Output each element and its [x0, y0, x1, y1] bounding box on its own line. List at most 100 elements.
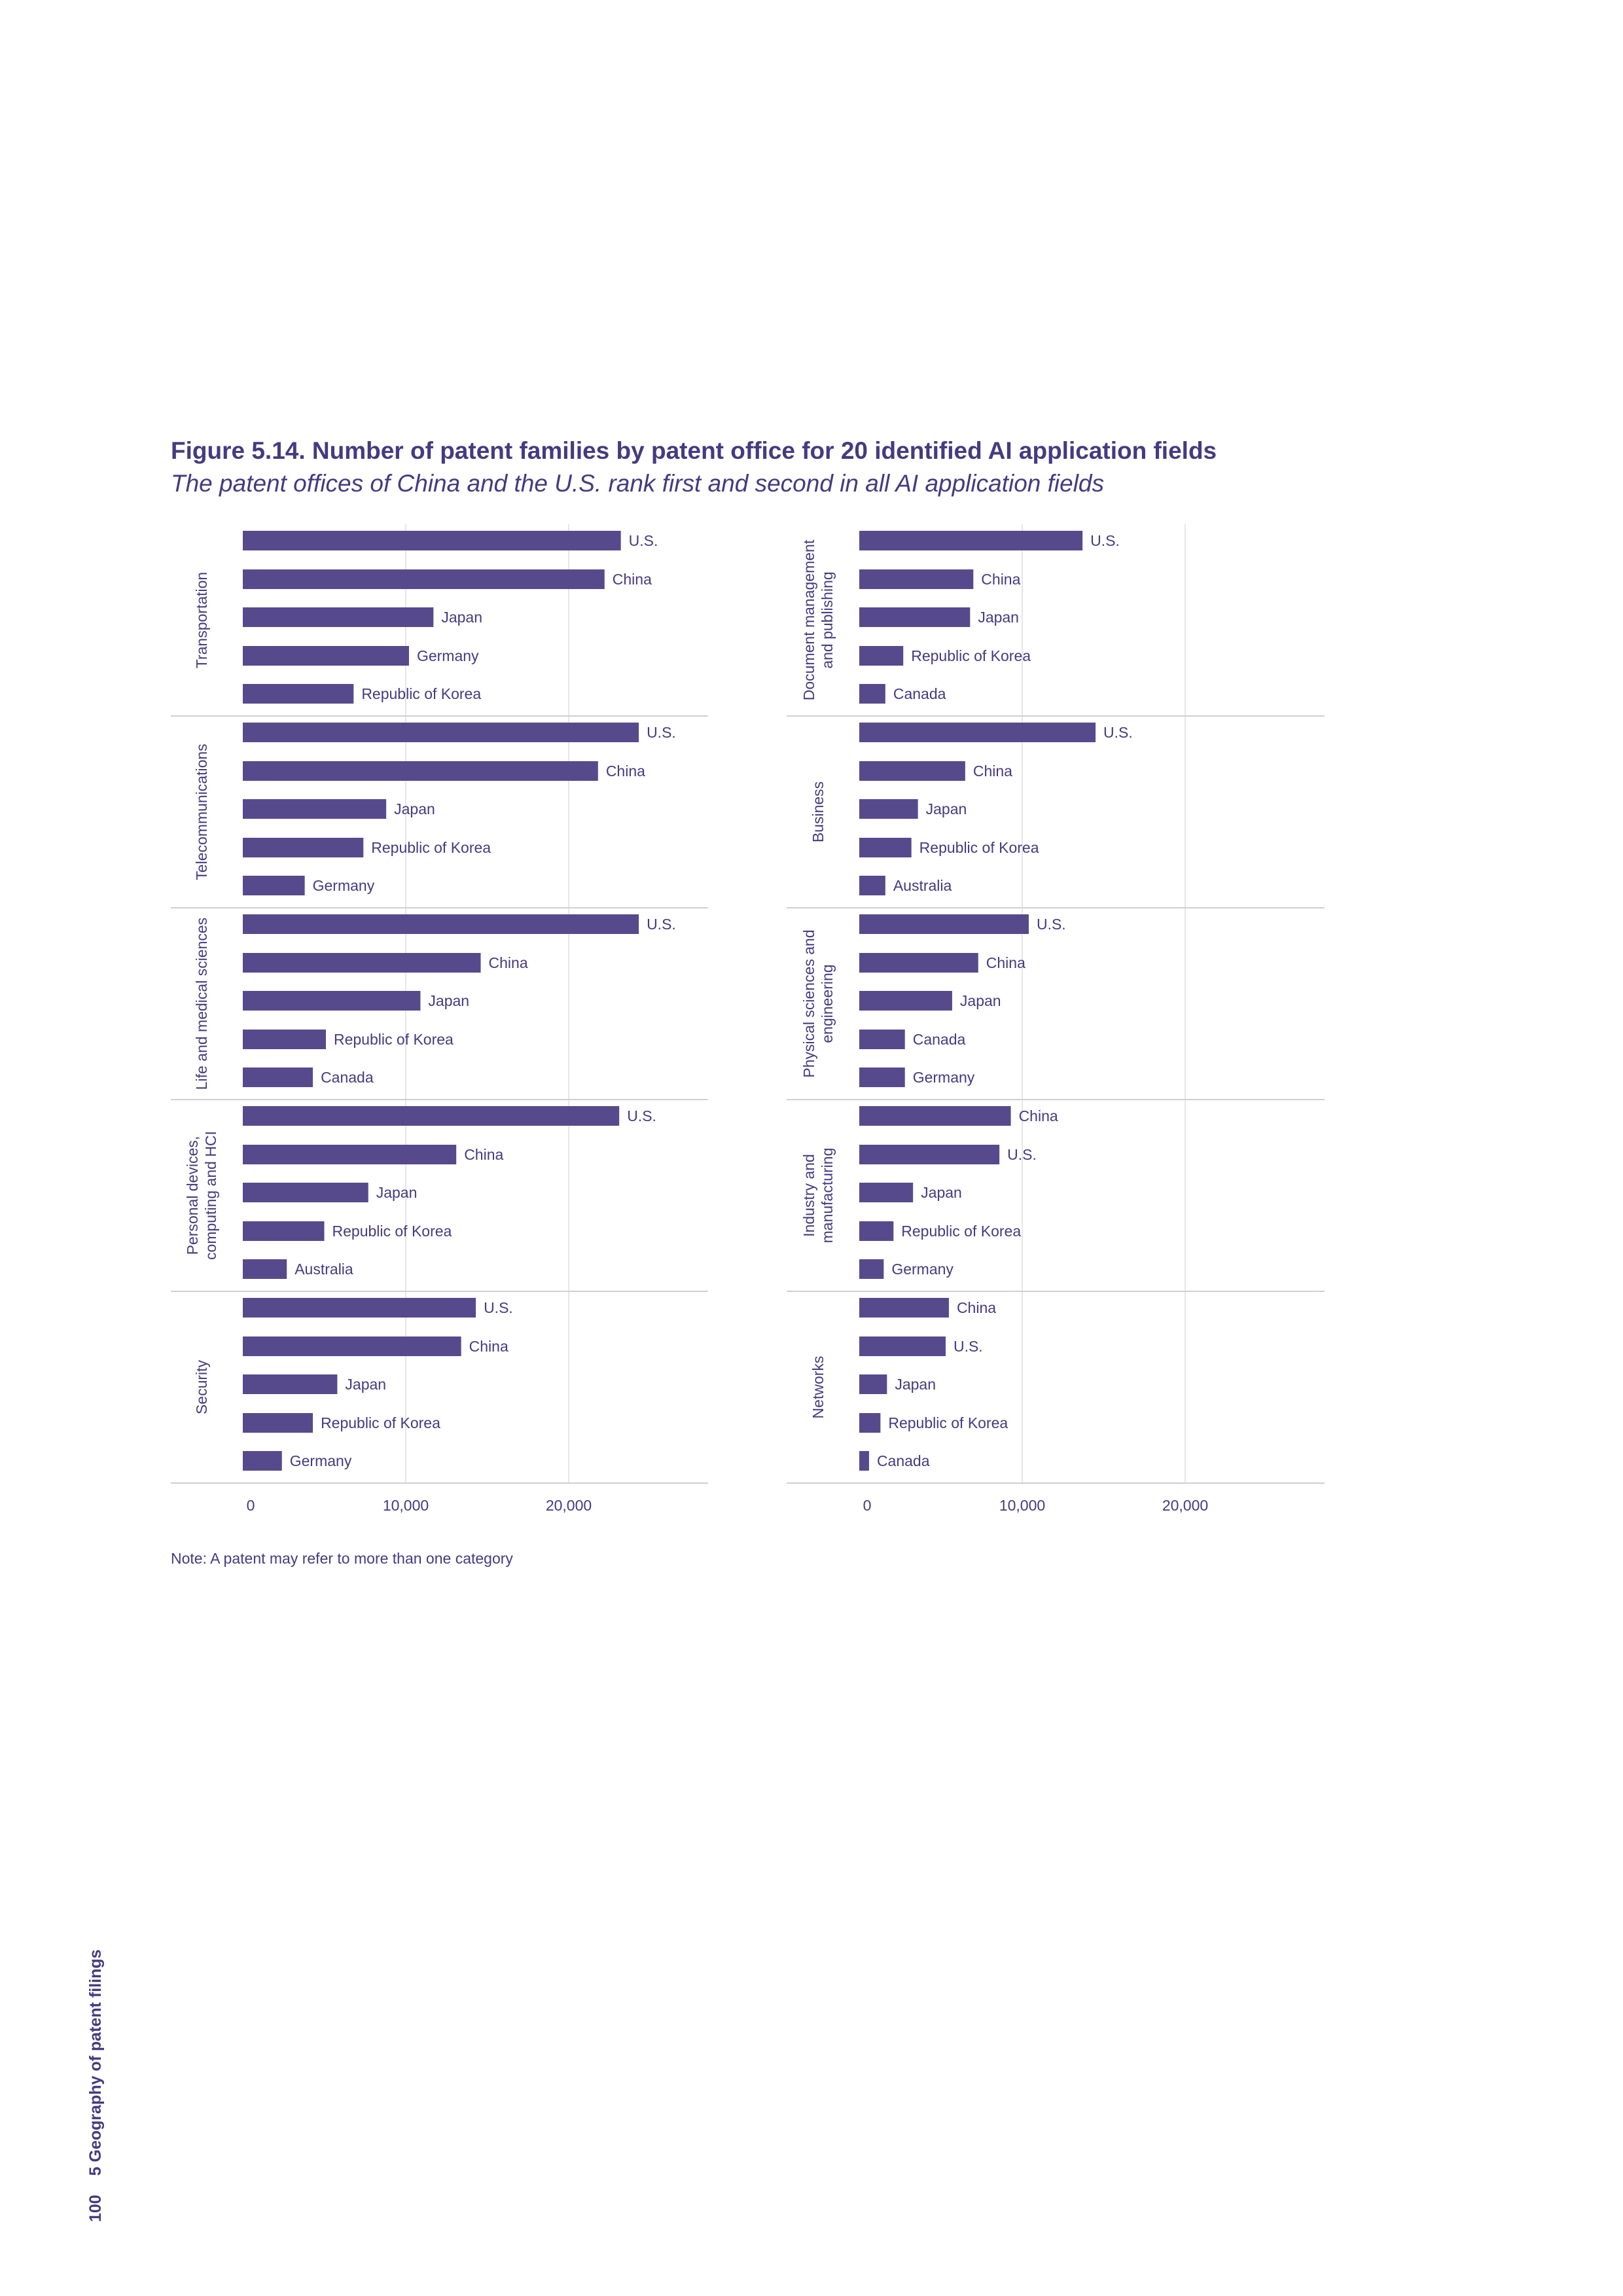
bar-label: Canada — [877, 1452, 930, 1469]
bar — [243, 1336, 461, 1356]
panel-field-label: Life and medical sciences — [193, 918, 210, 1090]
bar-label: Germany — [913, 1069, 975, 1086]
bar — [859, 1221, 894, 1241]
panel-field-label: manufacturing — [819, 1148, 836, 1244]
bar-label: Japan — [345, 1376, 386, 1393]
bar — [859, 876, 885, 895]
bar-label: Japan — [394, 800, 435, 817]
bar — [859, 991, 952, 1011]
bar-label: China — [469, 1338, 508, 1355]
bar-label: Australia — [893, 877, 952, 894]
bar — [859, 607, 971, 627]
bar-label: U.S. — [1090, 532, 1120, 549]
bar-label: China — [981, 571, 1020, 588]
x-tick-label: 0 — [247, 1497, 255, 1514]
bar-label: Japan — [441, 609, 482, 626]
bar — [859, 1336, 946, 1356]
bar-label: Germany — [313, 877, 375, 894]
bar — [243, 1374, 338, 1394]
bar — [859, 684, 885, 704]
bar-label: Japan — [895, 1376, 936, 1393]
bar — [243, 1413, 313, 1433]
panel-field-label: computing and HCI — [202, 1131, 219, 1260]
x-tick-label: 20,000 — [546, 1497, 592, 1514]
bar — [859, 1183, 914, 1202]
bar — [243, 953, 481, 973]
bar — [859, 1145, 1000, 1164]
figure-note: Note: A patent may refer to more than on… — [171, 1550, 513, 1567]
bar-label: Canada — [893, 685, 946, 702]
bar — [243, 569, 605, 589]
bar-label: China — [606, 762, 645, 780]
page-number: 100 — [86, 2195, 105, 2222]
bar — [859, 838, 912, 857]
bar — [859, 1413, 881, 1433]
bar — [859, 1030, 905, 1049]
bar-label: China — [973, 762, 1012, 780]
bar — [243, 761, 598, 781]
x-tick-label: 0 — [863, 1497, 872, 1514]
bar — [243, 876, 305, 895]
bar-label: China — [986, 954, 1026, 971]
bar — [859, 531, 1083, 550]
bar-label: Australia — [294, 1261, 353, 1278]
bar-chart: Transportation U.S. China Japan Germany Repub… — [171, 524, 1325, 1514]
panel-field-label: Business — [810, 781, 827, 842]
bar — [859, 569, 974, 589]
bar-label: Canada — [321, 1069, 374, 1086]
bar-label: Republic of Korea — [911, 647, 1031, 664]
page-footer: 100 5 Geography of patent filings — [86, 1949, 105, 2222]
bar — [243, 646, 409, 666]
bar — [859, 1106, 1011, 1126]
bar — [243, 1451, 282, 1471]
panel-field-label: Security — [193, 1359, 210, 1414]
panel-field-label: Telecommunications — [193, 744, 210, 880]
bar — [243, 684, 354, 704]
bar-label: U.S. — [647, 916, 676, 933]
bar — [859, 799, 918, 819]
bar — [859, 1298, 949, 1318]
bar-label: U.S. — [627, 1107, 656, 1124]
bar-label: Republic of Korea — [321, 1414, 440, 1431]
bar-label: Republic of Korea — [361, 685, 481, 702]
bar-label: Japan — [926, 800, 967, 817]
bar-label: Japan — [960, 992, 1001, 1009]
bar-label: Republic of Korea — [888, 1414, 1008, 1431]
panel-field-label: and publishing — [819, 571, 836, 668]
bar — [859, 1374, 887, 1394]
bar — [859, 646, 904, 666]
bar-label: U.S. — [1103, 724, 1133, 741]
bar-label: Japan — [921, 1184, 962, 1201]
bar — [859, 1259, 884, 1279]
figure-title: Figure 5.14. Number of patent families b… — [171, 437, 1217, 464]
bar-label: Japan — [428, 992, 469, 1009]
bar — [859, 953, 978, 973]
figure-subtitle: The patent offices of China and the U.S.… — [171, 470, 1104, 497]
bar-label: Canada — [913, 1031, 966, 1048]
bar-label: U.S. — [484, 1299, 513, 1316]
panel-field-label: Industry and — [800, 1154, 817, 1237]
panel-field-label: Networks — [810, 1356, 827, 1419]
bar — [859, 761, 965, 781]
bar-label: U.S. — [647, 724, 676, 741]
bar-label: U.S. — [954, 1338, 983, 1355]
bar — [243, 991, 421, 1011]
bar — [859, 1451, 869, 1471]
bar-label: U.S. — [1037, 916, 1066, 933]
bar — [859, 723, 1096, 742]
bar-label: Republic of Korea — [371, 839, 491, 856]
bar-label: Japan — [376, 1184, 418, 1201]
bar — [243, 1298, 476, 1318]
bar-label: China — [613, 571, 652, 588]
bar — [243, 531, 621, 550]
bar — [243, 1106, 620, 1126]
bar-label: U.S. — [629, 532, 658, 549]
bar — [243, 1067, 313, 1087]
bar-label: Germany — [891, 1261, 954, 1278]
x-tick-label: 10,000 — [999, 1497, 1045, 1514]
bar-label: U.S. — [1007, 1146, 1037, 1163]
bar-label: Republic of Korea — [901, 1223, 1021, 1240]
bar — [243, 799, 387, 819]
bar-label: Japan — [978, 609, 1019, 626]
bar — [243, 723, 639, 742]
